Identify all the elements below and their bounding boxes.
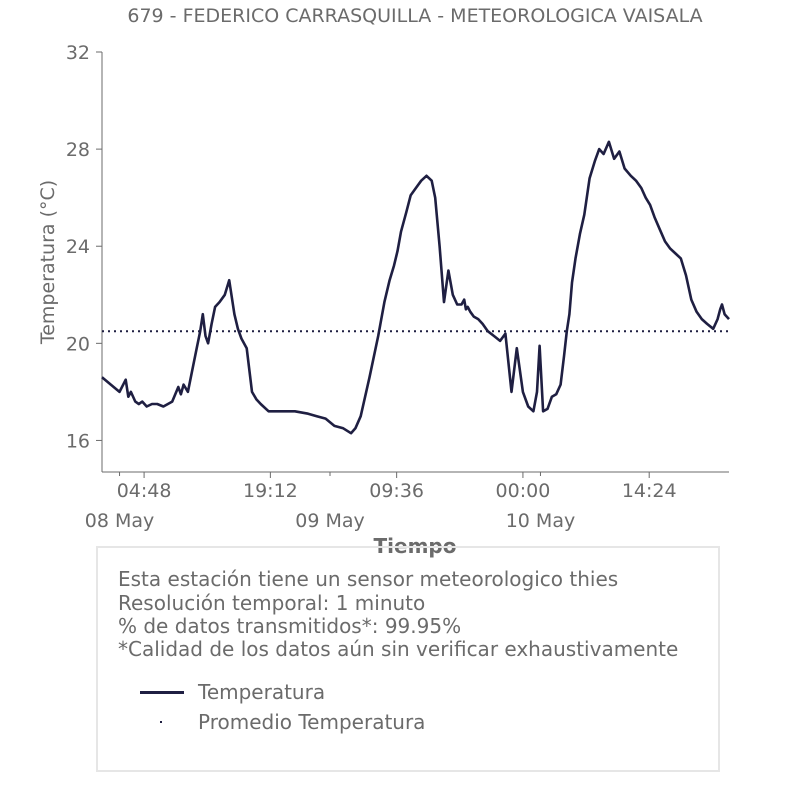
y-tick-label: 24 xyxy=(66,236,90,258)
chart-title: 679 - FEDERICO CARRASQUILLA - METEOROLOG… xyxy=(127,5,702,27)
x-day-label: 09 May xyxy=(295,510,365,532)
x-tick-label: 14:24 xyxy=(622,480,677,502)
x-tick-label: 04:48 xyxy=(117,480,172,502)
y-axis: 16 20 24 28 32 xyxy=(66,42,103,472)
y-tick-label: 16 xyxy=(66,430,90,452)
legend-temperature-label: Temperatura xyxy=(198,680,326,704)
legend-mean-label: Promedio Temperatura xyxy=(198,710,426,734)
y-tick-label: 28 xyxy=(66,139,90,161)
info-line-resolution: Resolución temporal: 1 minuto xyxy=(118,591,426,615)
y-tick-label: 20 xyxy=(66,333,90,355)
y-tick-label: 32 xyxy=(66,42,90,64)
info-line-quality: *Calidad de los datos aún sin verificar … xyxy=(118,637,679,661)
info-line-sensor: Esta estación tiene un sensor meteorolog… xyxy=(118,567,619,591)
info-box: Esta estación tiene un sensor meteorolog… xyxy=(96,546,720,772)
x-tick-label: 19:12 xyxy=(243,480,298,502)
x-day-label: 10 May xyxy=(506,510,576,532)
y-axis-label: Temperatura (°C) xyxy=(37,180,59,345)
legend-temperature-swatch xyxy=(140,691,184,694)
x-tick-label: 09:36 xyxy=(369,480,424,502)
temperature-series-line xyxy=(101,140,730,435)
info-line-transmitted: % de datos transmitidos*: 99.95% xyxy=(118,614,462,638)
x-axis: 04:48 19:12 09:36 00:00 14:24 08 May 09 May 10 … xyxy=(85,471,729,532)
x-day-label: 08 May xyxy=(85,510,155,532)
legend-mean-swatch xyxy=(160,721,162,723)
x-tick-label: 00:00 xyxy=(496,480,551,502)
